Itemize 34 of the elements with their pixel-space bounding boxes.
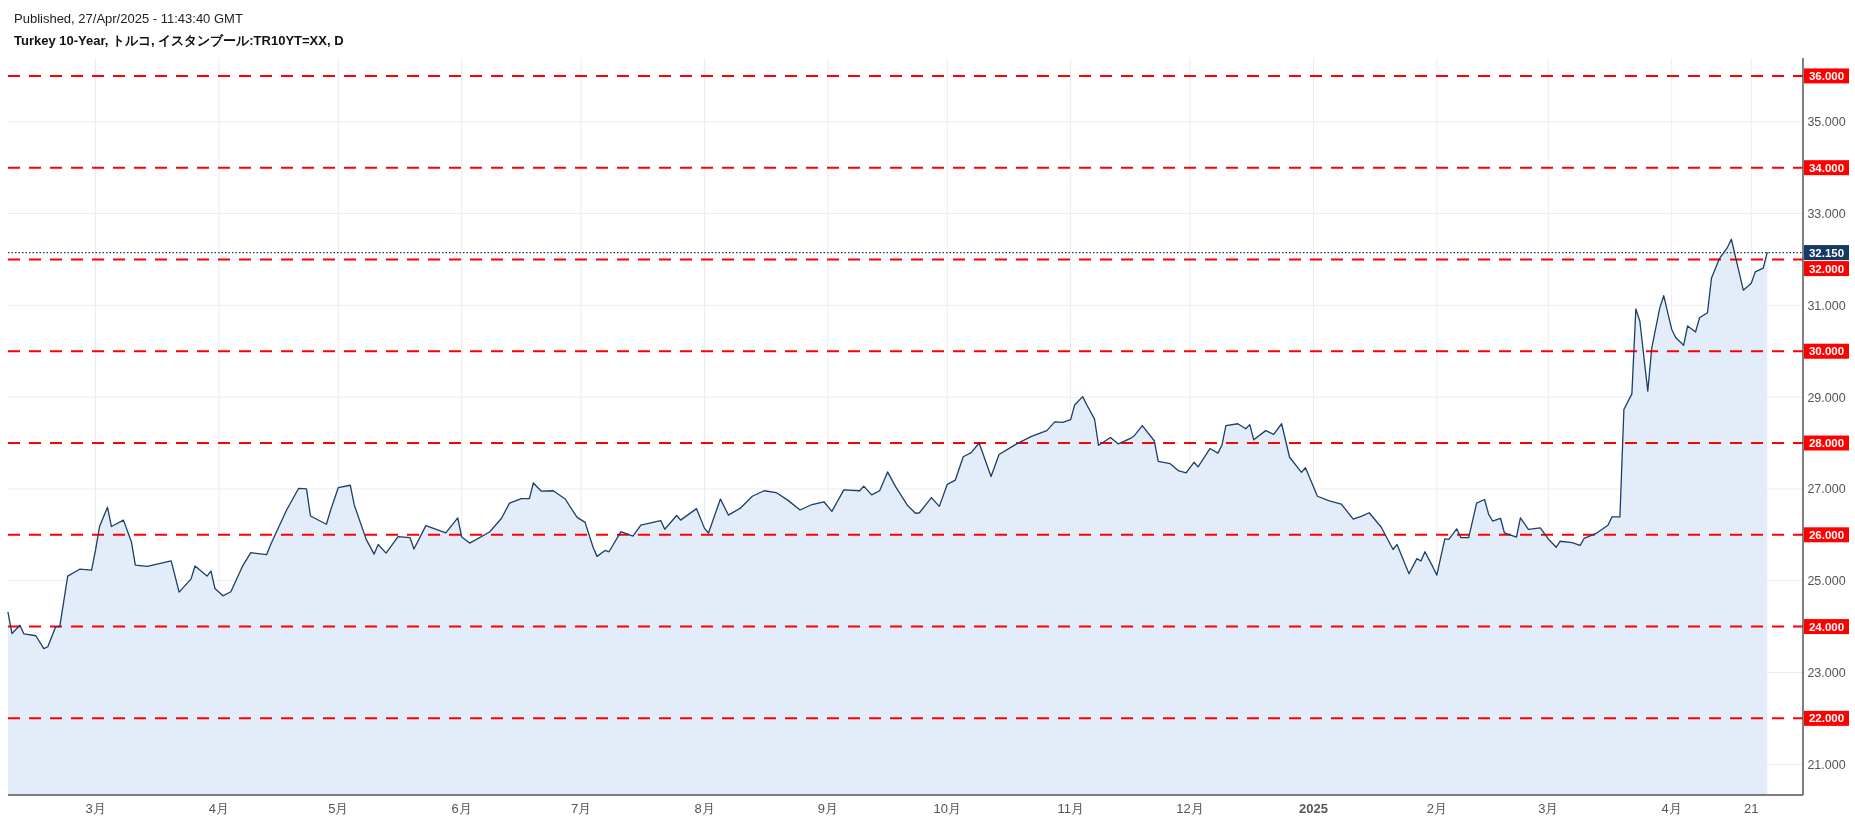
ref-line-label: 30.000 [1808, 345, 1845, 358]
x-tick-label: 2025 [1298, 801, 1328, 816]
x-tick-label: 7月 [571, 801, 592, 816]
x-tick-label: 3月 [85, 801, 106, 816]
y-tick-label: 31.000 [1807, 298, 1846, 313]
y-tick-label: 21.000 [1807, 757, 1846, 772]
ref-line-label: 22.000 [1808, 712, 1845, 725]
y-tick-label: 33.000 [1807, 207, 1846, 222]
x-tick-label: 10月 [933, 801, 962, 816]
y-tick-label: 27.000 [1807, 482, 1846, 497]
y-tick-label: 23.000 [1807, 665, 1846, 680]
x-tick-label: 6月 [451, 801, 472, 816]
x-tick-label: 4月 [208, 801, 230, 816]
chart-title: Turkey 10-Year, トルコ, イスタンブール:TR10YT=XX, D [14, 33, 344, 48]
ref-line-label: 34.000 [1808, 161, 1845, 174]
x-tick-label: 2月 [1426, 801, 1447, 816]
ref-line-label: 28.000 [1808, 437, 1845, 450]
ref-line-label: 36.000 [1808, 69, 1845, 82]
x-tick-label: 5月 [328, 801, 349, 816]
x-tick-label: 12月 [1176, 801, 1204, 816]
x-tick-label: 8月 [694, 801, 715, 816]
text: Published, 27/Apr/2025 - 11:43:40 GMT [14, 11, 243, 26]
x-tick-label: 4月 [1661, 801, 1682, 816]
x-tick-label: 11月 [1057, 801, 1084, 816]
x-tick-label: 9月 [817, 801, 839, 816]
ref-line-label: 32.150 [1808, 246, 1845, 259]
y-tick-label: 29.000 [1807, 390, 1846, 405]
ref-line-label: 26.000 [1808, 528, 1845, 541]
ref-line-label: 32.000 [1808, 262, 1845, 275]
ref-line-label: 24.000 [1808, 620, 1845, 633]
y-tick-label: 35.000 [1807, 115, 1846, 130]
x-tick-label: 3月 [1538, 801, 1559, 816]
x-tick-label: 21 [1744, 801, 1759, 816]
y-tick-label: 25.000 [1807, 574, 1846, 589]
